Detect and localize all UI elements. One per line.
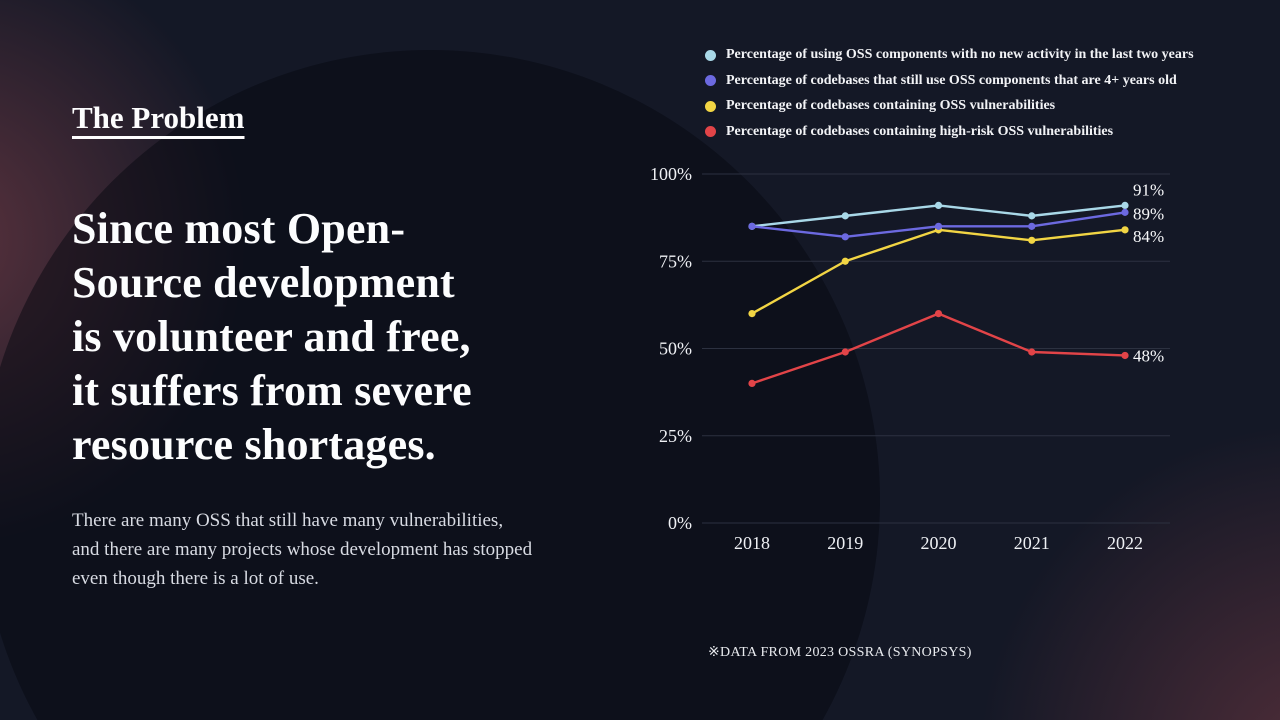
data-point: [934, 310, 943, 318]
headline-line: Since most Open-: [72, 204, 406, 253]
chart-legend: Percentage of using OSS components with …: [705, 47, 1194, 140]
x-axis-tick-label: 2020: [921, 533, 957, 553]
paragraph-line: even though there is a lot of use.: [72, 568, 319, 589]
headline-line: Source development: [72, 258, 455, 307]
y-axis-tick-label: 75%: [659, 251, 692, 271]
legend-marker-icon: [705, 75, 716, 87]
data-point: [841, 212, 849, 220]
data-point: [934, 201, 943, 210]
legend-marker-icon: [705, 49, 716, 61]
slide-title: The Problem: [72, 100, 245, 135]
x-axis-tick-label: 2018: [734, 533, 770, 553]
y-axis-tick-label: 50%: [659, 339, 692, 359]
y-axis-tick-label: 25%: [659, 426, 692, 446]
x-axis-tick-label: 2021: [1014, 533, 1050, 553]
legend-marker-icon: [705, 126, 716, 138]
data-point: [1121, 351, 1129, 360]
data-point: [1028, 348, 1036, 356]
legend-item: Percentage of codebases containing high-…: [705, 124, 1194, 141]
data-point: [841, 233, 849, 241]
headline-line: it suffers from severe: [72, 366, 472, 415]
legend-label: Percentage of using OSS components with …: [726, 47, 1194, 62]
data-point: [1028, 212, 1036, 220]
data-point: [841, 348, 849, 356]
data-point: [1028, 236, 1036, 244]
data-point: [1028, 222, 1036, 230]
data-point: [748, 379, 756, 387]
paragraph-line: There are many OSS that still have many …: [72, 510, 504, 531]
data-source-footnote: ※DATA FROM 2023 OSSRA (SYNOPSYS): [708, 645, 972, 660]
line-chart: 100% 75% 50% 25% 0% 2018 2019 2020 2021 2022 91% 89…: [640, 150, 1240, 580]
slide-headline: Since most Open- Source development is v…: [72, 202, 472, 472]
series-line: [750, 228, 1127, 315]
legend-item: Percentage of codebases containing OSS v…: [705, 98, 1194, 115]
data-point: [841, 257, 849, 265]
data-point: [1121, 208, 1129, 216]
y-axis-tick-label: 100%: [650, 164, 692, 184]
headline-line: is volunteer and free,: [72, 312, 471, 361]
data-point: [934, 222, 943, 230]
legend-label: Percentage of codebases containing OSS v…: [726, 98, 1056, 113]
y-axis-tick-label: 0%: [668, 513, 692, 533]
headline-line: resource shortages.: [72, 420, 436, 469]
x-axis-tick-label: 2019: [827, 533, 863, 553]
series-end-value-label: 48%: [1133, 346, 1164, 365]
legend-marker-icon: [705, 100, 716, 112]
legend-item: Percentage of using OSS components with …: [705, 47, 1194, 64]
paragraph-line: and there are many projects whose develo…: [72, 539, 533, 560]
series-end-value-label: 84%: [1133, 227, 1164, 246]
line-chart-svg: 100% 75% 50% 25% 0% 2018 2019 2020 2021 2022 91% 89…: [650, 164, 1170, 553]
series-end-value-label: 91%: [1133, 180, 1164, 199]
data-point: [1121, 201, 1129, 210]
x-axis-tick-label: 2022: [1107, 533, 1143, 553]
data-point: [748, 222, 756, 230]
data-point: [1121, 226, 1129, 234]
legend-label: Percentage of codebases that still use O…: [726, 72, 1177, 88]
slide-paragraph: There are many OSS that still have many …: [72, 506, 532, 593]
series-end-value-label: 89%: [1133, 204, 1164, 223]
legend-label: Percentage of codebases containing high-…: [726, 123, 1114, 139]
legend-item: Percentage of codebases that still use O…: [705, 73, 1194, 90]
data-point: [748, 310, 756, 318]
